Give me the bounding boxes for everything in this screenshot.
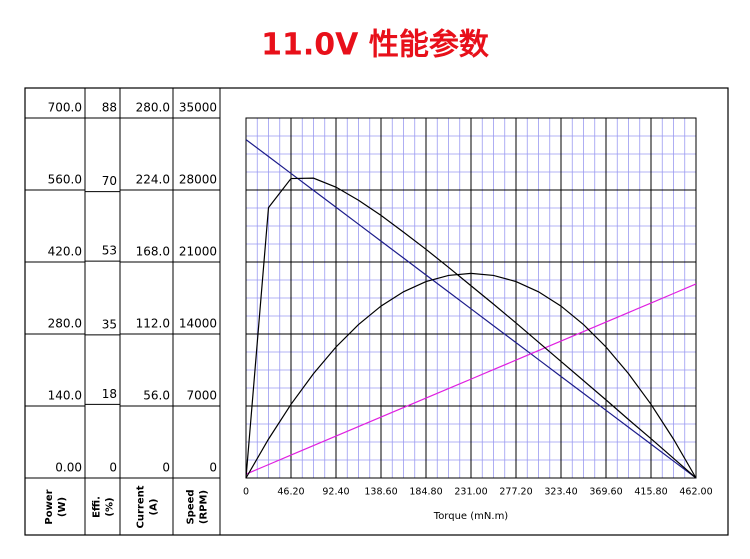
- y-tick-label: 0: [209, 461, 217, 475]
- series-line: [245, 139, 697, 479]
- y-tick-label: 224.0: [136, 173, 170, 187]
- series-line: [245, 283, 697, 475]
- axis-unit: (%): [105, 497, 116, 516]
- x-tick-label: 277.20: [499, 487, 532, 498]
- axis-unit: (RPM): [199, 490, 210, 524]
- x-tick-label: 46.20: [277, 487, 304, 498]
- y-tick-label: 168.0: [136, 245, 170, 259]
- axis-name: Speed: [186, 489, 197, 524]
- series-line: [245, 272, 697, 479]
- frame: [24, 87, 729, 536]
- y-tick-label: 0: [162, 461, 170, 475]
- y-tick-label: 88: [102, 101, 117, 115]
- y-tick-label: 56.0: [143, 389, 170, 403]
- series-line: [245, 177, 697, 479]
- y-tick-label: 35: [102, 317, 117, 331]
- axis-name: Current: [136, 485, 147, 528]
- y-tick-label: 280.0: [48, 317, 82, 331]
- plot-border: [245, 117, 697, 479]
- y-tick-label: 112.0: [136, 317, 170, 331]
- axis-name: Effi.: [92, 496, 103, 518]
- x-tick-label: 369.60: [589, 487, 622, 498]
- axis-unit: (A): [149, 499, 160, 516]
- y-tick-label: 53: [102, 244, 117, 258]
- y-tick-label: 28000: [179, 173, 217, 187]
- x-tick-label: 0: [243, 487, 249, 498]
- y-tick-label: 21000: [179, 245, 217, 259]
- x-tick-label: 462.00: [679, 487, 712, 498]
- y-tick-label: 280.0: [136, 101, 170, 115]
- x-tick-label: 92.40: [322, 487, 349, 498]
- page-title: 11.0V 性能参数: [261, 28, 490, 63]
- x-axis-label: Torque (mN.m): [433, 511, 509, 522]
- y-tick-label: 0: [109, 461, 117, 475]
- y-tick-label: 7000: [186, 389, 217, 403]
- x-tick-label: 415.80: [634, 487, 667, 498]
- y-tick-label: 0.00: [55, 461, 82, 475]
- x-tick-label: 138.60: [364, 487, 397, 498]
- y-tick-label: 35000: [179, 101, 217, 115]
- x-tick-label: 323.40: [544, 487, 577, 498]
- y-tick-label: 14000: [179, 317, 217, 331]
- x-tick-label: 231.00: [454, 487, 487, 498]
- x-tick-label: 184.80: [409, 487, 442, 498]
- y-tick-label: 700.0: [48, 101, 82, 115]
- y-tick-label: 420.0: [48, 245, 82, 259]
- y-tick-label: 560.0: [48, 173, 82, 187]
- axis-unit: (W): [57, 497, 68, 517]
- axis-name: Power: [44, 489, 55, 524]
- y-tick-label: 140.0: [48, 389, 82, 403]
- y-tick-label: 18: [102, 387, 117, 401]
- y-tick-label: 70: [102, 174, 117, 188]
